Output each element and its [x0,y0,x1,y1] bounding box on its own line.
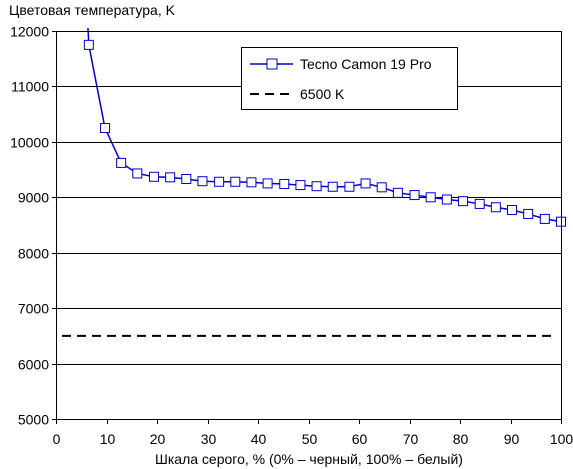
ytick-label-5000: 5000 [18,412,49,428]
data-point-19 [392,187,403,198]
ytick-label-12000: 12000 [10,24,49,40]
data-point-3 [132,168,143,179]
xtick-label-50: 50 [302,431,318,447]
data-point-13 [295,180,306,191]
data-point-15 [327,181,338,192]
data-point-7 [197,176,208,187]
data-point-1 [99,123,110,133]
data-point-21 [425,192,436,203]
xtick-label-20: 20 [150,431,166,447]
xtick-label-30: 30 [201,431,217,447]
legend-label-series-2: 6500 K [300,86,345,102]
xtick-label-70: 70 [403,431,419,447]
data-point-17 [360,178,371,189]
y-tick-labels: 5000 6000 7000 8000 9000 10000 11000 12000 [10,24,49,428]
data-point-8 [214,176,225,187]
series-layer [62,28,566,337]
ytick-label-10000: 10000 [10,135,49,151]
data-point-5 [165,172,176,183]
data-point-23 [458,196,469,207]
data-point-6 [181,173,192,184]
ytick-label-9000: 9000 [18,190,49,206]
data-point-26 [507,205,518,216]
data-point-10 [246,177,257,188]
data-point-20 [409,190,420,201]
data-point-18 [376,182,387,193]
xtick-label-40: 40 [251,431,267,447]
data-point-9 [230,176,241,187]
data-point-16 [344,181,355,192]
legend: Tecno Camon 19 Pro 6500 K [241,47,458,110]
xtick-label-80: 80 [453,431,469,447]
grid [52,31,561,420]
xtick-label-90: 90 [504,431,520,447]
data-point-2 [116,157,127,168]
xtick-label-0: 0 [53,431,61,447]
xtick-label-10: 10 [100,431,116,447]
data-point-4 [148,171,159,182]
data-point-22 [441,194,452,205]
legend-marker-series-1 [266,58,278,70]
ytick-label-11000: 11000 [11,79,49,95]
data-point-11 [262,178,273,189]
data-point-14 [311,181,322,192]
data-point-27 [523,208,534,219]
xtick-label-100: 100 [550,431,573,447]
plot-frame [56,31,562,420]
ytick-label-7000: 7000 [18,301,49,317]
y-axis-label: Цветовая температура, K [9,2,176,18]
data-point-24 [474,198,485,209]
ytick-label-6000: 6000 [18,357,49,373]
data-point-25 [490,202,501,213]
legend-label-series-1: Tecno Camon 19 Pro [300,56,432,72]
data-point-28 [539,213,550,224]
x-axis-label: Шкала серого, % (0% – черный, 100% – бел… [155,451,463,467]
data-point-12 [279,178,290,189]
legend-box [241,47,458,110]
x-tick-labels: 0 10 20 30 40 50 60 70 80 90 100 [53,431,573,447]
xtick-label-60: 60 [352,431,368,447]
ytick-label-8000: 8000 [18,246,49,262]
data-point-0 [83,39,94,50]
